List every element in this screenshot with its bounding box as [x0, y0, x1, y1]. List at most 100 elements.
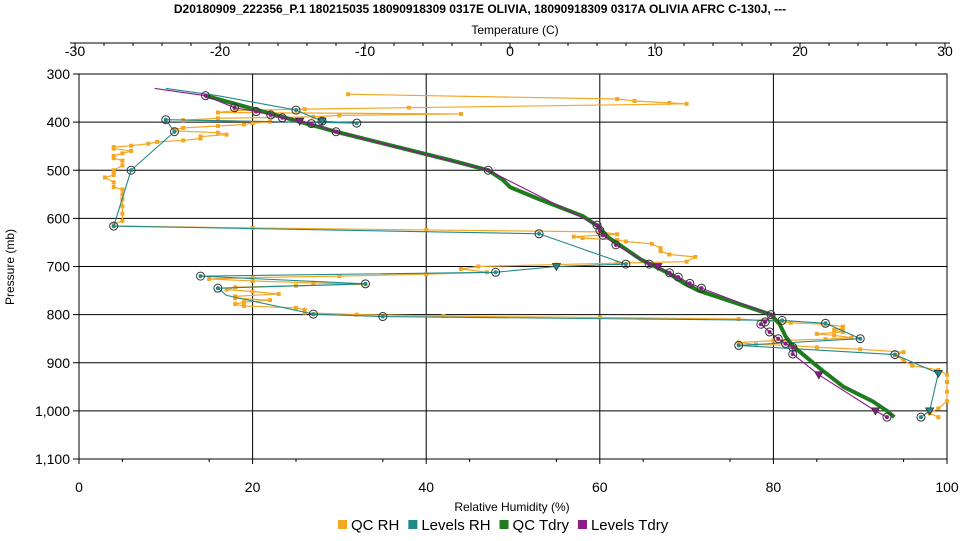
levels-tdry-marker-ring [756, 319, 766, 329]
levels-rh-marker [363, 281, 368, 286]
qc-rh-point [406, 105, 411, 110]
qc-rh-point [311, 114, 316, 119]
levels-rh-marker-ring [491, 267, 501, 277]
qc-rh-point [233, 108, 238, 113]
qc-rh-point [945, 389, 949, 394]
levels-tdry-marker [600, 233, 605, 238]
qc-rh-point [658, 246, 663, 251]
qc-rh-point [181, 125, 186, 130]
qc-rh-point [215, 123, 220, 128]
bottom-tick-label: 100 [935, 479, 959, 495]
qc-rh-point [241, 303, 246, 308]
qc-rh-point [849, 335, 854, 340]
levels-rh-marker-ring [161, 115, 171, 125]
legend-swatch-levels_rh [408, 520, 418, 529]
levels-tdry-marker-ring [781, 339, 790, 348]
qc-rh-point [181, 138, 186, 143]
legend-swatch-levels_tdry [577, 520, 587, 529]
levels-tdry-marker [769, 312, 773, 317]
qc-rh-point [155, 139, 160, 144]
bottom-tick-label: 60 [592, 479, 608, 495]
levels-tdry-marker [486, 168, 491, 173]
levels-tdry-marker [334, 129, 338, 134]
qc-rh-point [120, 163, 125, 168]
levels-rh-marker-ring [534, 229, 544, 239]
levels-rh-marker [198, 274, 203, 279]
qc-rh-point [276, 291, 281, 296]
qc-rh-point [736, 316, 741, 321]
levels-rh-marker [380, 314, 385, 319]
levels-tdry-marker-ring [665, 268, 674, 278]
legend-label-levels_rh: Levels RH [421, 517, 490, 534]
qc-rh-point [120, 211, 125, 216]
qc-rh-point [111, 168, 116, 173]
levels-tdry-marker [676, 275, 681, 280]
top-tick-label: -10 [355, 43, 375, 59]
qc-rh-point [129, 143, 134, 148]
qc-rh-point [215, 130, 220, 135]
levels-tdry-marker [203, 93, 208, 98]
qc-rh-point [945, 399, 949, 404]
top-tick-label: 20 [792, 43, 808, 59]
qc-rh-point [684, 101, 689, 106]
qc-rh-point [224, 132, 229, 137]
qc-rh-point [814, 331, 819, 336]
qc-rh-point [684, 259, 689, 264]
qc-rh-point [111, 185, 116, 190]
qc-rh-point [788, 320, 793, 325]
qc-rh-point [771, 338, 776, 343]
qc-rh-point [241, 300, 246, 305]
levels-tdry-marker [254, 109, 259, 114]
left-tick-label: 1,000 [35, 403, 70, 419]
bottom-tick-label: 0 [75, 479, 83, 495]
levels-rh-marker-ring [378, 312, 388, 322]
left-tick-label: 700 [47, 259, 71, 275]
levels-rh-marker [354, 121, 359, 126]
levels-rh-marker [493, 270, 498, 275]
left-tick-label: 300 [47, 66, 71, 82]
legend-label-qc_tdry: QC Tdry [513, 517, 570, 534]
levels-tdry-marker-ring [696, 283, 706, 293]
levels-rh-marker-ring [734, 340, 744, 350]
levels-rh-marker [892, 352, 897, 357]
qc-rh-point [910, 363, 915, 368]
levels-tdry-marker [647, 262, 652, 267]
left-tick-label: 900 [47, 355, 71, 371]
qc-rh-point [224, 287, 229, 292]
levels-rh-marker-ring [855, 334, 865, 344]
qc-rh-point [120, 218, 125, 223]
levels-rh-marker [918, 415, 923, 420]
levels-rh-marker-ring [291, 105, 301, 115]
levels-rh-marker-ring [308, 309, 318, 319]
legend-swatch-qc_rh [338, 520, 347, 529]
qc-rh-point [580, 236, 585, 241]
levels-rh-marker [163, 117, 168, 122]
qc-rh-point [111, 180, 116, 185]
levels-rh-triangle [924, 407, 935, 416]
levels-rh-marker-ring [126, 165, 136, 175]
levels-rh-marker [823, 321, 828, 326]
qc-rh-point [823, 337, 828, 342]
levels-rh-marker [780, 318, 785, 323]
qc-rh-point [120, 192, 125, 197]
chart-legend: QC RH Levels RH QC Tdry Levels Tdry [338, 517, 669, 534]
levels-rh-marker-ring [820, 318, 830, 328]
qc-rh-point [615, 261, 620, 266]
qc-rh-point [615, 238, 620, 243]
bottom-axis-label: Relative Humidity (%) [454, 500, 569, 514]
levels-tdry-marker [595, 223, 599, 228]
qc-rh-point [945, 380, 949, 384]
qc-rh-point [111, 146, 116, 151]
qc-rh-point [294, 305, 298, 310]
qc-rh-point [120, 204, 125, 209]
qc-rh-point [858, 347, 863, 352]
top-tick-label: 0 [506, 43, 514, 59]
qc-rh-point [233, 296, 238, 301]
levels-tdry-triangle [870, 407, 881, 416]
levels-tdry-marker-ring [644, 259, 654, 269]
levels-tdry-marker [309, 121, 314, 126]
levels-tdry-triangle [295, 117, 305, 126]
qc-rh-point [667, 252, 672, 257]
legend-swatch-qc_tdry [499, 520, 509, 529]
